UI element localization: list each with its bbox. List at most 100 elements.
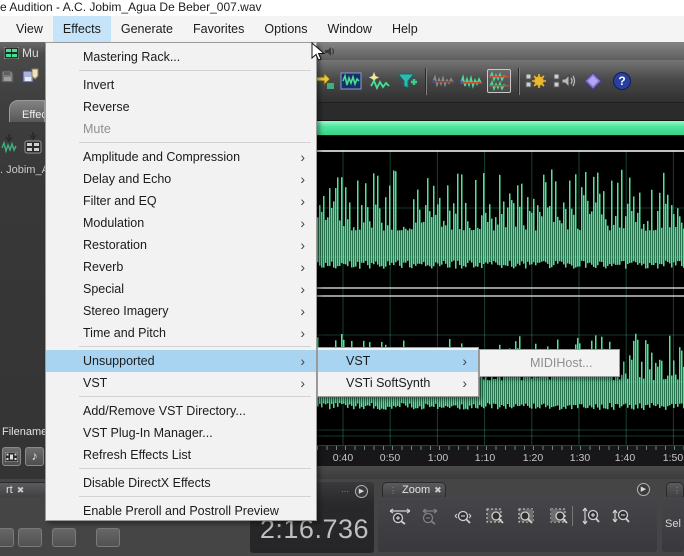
- filename-column-header[interactable]: Filename: [2, 426, 48, 438]
- submenu-item-vsti-softsynth[interactable]: VSTi SoftSynth ›: [318, 372, 478, 394]
- window-titlebar: e Audition - A.C. Jobim_Agua De Beber_00…: [0, 0, 684, 16]
- spectral-view-icon[interactable]: [431, 69, 455, 93]
- show-video-files-button[interactable]: [2, 447, 21, 466]
- menu-separator: [46, 344, 316, 350]
- panel-menu-button[interactable]: ▶: [355, 485, 368, 498]
- zoom-selection-right-button[interactable]: [546, 504, 573, 527]
- selection-view-panel: Sel: [662, 496, 684, 552]
- menu-item-filter-and-eq[interactable]: Filter and EQ ›: [46, 190, 316, 212]
- zoom-in-vertical-button[interactable]: [577, 504, 604, 527]
- ruler-label: 1:00: [427, 452, 449, 464]
- filter-effects-icon[interactable]: [395, 69, 419, 93]
- zoom-panel-menu-button[interactable]: ▶: [637, 483, 650, 496]
- menubar-item-window[interactable]: Window: [327, 22, 372, 36]
- audio-hardware-icon[interactable]: [552, 69, 576, 93]
- ruler-label: 1:30: [569, 452, 591, 464]
- unsupported-submenu: VST › VSTi SoftSynth ›: [317, 347, 479, 397]
- organizer-icon[interactable]: [581, 69, 605, 93]
- multitrack-label[interactable]: Mu: [22, 46, 39, 60]
- zoom-selection-left-button[interactable]: [514, 504, 541, 527]
- zoom-in-horizontal-button[interactable]: [386, 504, 413, 527]
- transport-stop-button[interactable]: [0, 528, 14, 547]
- ruler-minor-ticks: [317, 446, 684, 450]
- ruler-label: 0:40: [332, 452, 354, 464]
- menu-item-unsupported[interactable]: Unsupported ›: [46, 350, 316, 372]
- save-icon[interactable]: [1, 70, 14, 88]
- tab-grip: ⋮: [673, 485, 682, 495]
- import-audio-icon[interactable]: [313, 69, 337, 93]
- menubar-item-help[interactable]: Help: [391, 22, 418, 36]
- selection-panel-label: Sel: [665, 518, 681, 530]
- zoom-out-full-button[interactable]: [450, 504, 477, 527]
- transport-rewind-button[interactable]: [96, 528, 120, 547]
- transport-tab-label: rt: [6, 484, 13, 496]
- effects-menu: Mastering Rack... Invert Reverse Mute Am…: [45, 42, 317, 521]
- menubar-item-favorites[interactable]: Favorites: [192, 22, 245, 36]
- menu-item-delay-and-echo[interactable]: Delay and Echo ›: [46, 168, 316, 190]
- menu-separator: [46, 68, 316, 74]
- transport-play-button[interactable]: [18, 528, 42, 547]
- submenu-arrow-icon: ›: [300, 281, 305, 297]
- selection-panel-tab[interactable]: ⋮: [666, 482, 684, 497]
- menu-item-amplitude-and-compression[interactable]: Amplitude and Compression ›: [46, 146, 316, 168]
- menu-item-vst-plugin-manager[interactable]: VST Plug-In Manager...: [83, 426, 213, 440]
- menu-item-refresh-effects-list[interactable]: Refresh Effects List: [83, 448, 192, 462]
- menu-item-mute[interactable]: Mute: [83, 122, 111, 136]
- insert-multitrack-icon[interactable]: [24, 132, 42, 161]
- help-icon[interactable]: ?: [610, 69, 634, 93]
- menu-item-reverse[interactable]: Reverse: [83, 100, 130, 114]
- ruler-label: 1:40: [614, 452, 636, 464]
- show-audio-files-button[interactable]: ♪: [25, 447, 44, 466]
- left-dock: Mu Effect . Jobim_A Filename ♪: [0, 42, 49, 479]
- menubar-item-generate[interactable]: Generate: [120, 22, 173, 36]
- menu-item-stereo-imagery[interactable]: Stereo Imagery ›: [46, 300, 316, 322]
- submenu-arrow-icon: ›: [300, 215, 305, 231]
- menu-item-modulation[interactable]: Modulation ›: [46, 212, 316, 234]
- tab-grip: ⋮: [0, 486, 2, 495]
- zoom-panel: [378, 496, 657, 552]
- submenu-item-midihost[interactable]: MIDIHost...: [530, 356, 593, 370]
- zoom-out-vertical-button[interactable]: [607, 504, 634, 527]
- window-title: e Audition - A.C. Jobim_Agua De Beber_00…: [0, 0, 262, 14]
- edit-waveform-icon[interactable]: [339, 69, 363, 93]
- settings-gear-icon[interactable]: [524, 69, 548, 93]
- menu-item-mastering-rack[interactable]: Mastering Rack...: [83, 50, 181, 64]
- zoom-out-horizontal-button[interactable]: [416, 504, 443, 527]
- panel-grip: …: [341, 485, 350, 494]
- zoom-to-selection-button[interactable]: [482, 504, 509, 527]
- insert-wave-icon[interactable]: [1, 134, 18, 161]
- waveform-view-icon[interactable]: [459, 69, 483, 93]
- ruler-label: 0:50: [379, 452, 401, 464]
- bottom-dock: ⋮ rt ✖ … ▶ 2:16.736 ⋮ Zoom ✖ ▶: [0, 479, 684, 556]
- submenu-arrow-icon: ›: [300, 193, 305, 209]
- menu-item-add-remove-vst-directory[interactable]: Add/Remove VST Directory...: [83, 404, 246, 418]
- mouse-cursor-icon: [310, 41, 336, 71]
- menubar-item-options[interactable]: Options: [264, 22, 308, 36]
- menu-item-restoration[interactable]: Restoration ›: [46, 234, 316, 256]
- toolbar-separator: [518, 68, 520, 95]
- menu-item-vst[interactable]: VST ›: [46, 372, 316, 394]
- multitrack-icon[interactable]: [3, 46, 20, 64]
- menu-item-reverb[interactable]: Reverb ›: [46, 256, 316, 278]
- file-list-item[interactable]: . Jobim_A: [0, 164, 49, 176]
- multichannel-view-icon[interactable]: [487, 69, 511, 93]
- close-icon[interactable]: ✖: [434, 484, 442, 495]
- effects-tab[interactable]: Effect: [9, 100, 45, 122]
- menubar-item-view[interactable]: View: [16, 22, 43, 36]
- menu-item-invert[interactable]: Invert: [83, 78, 115, 92]
- ruler-label: 1:10: [474, 452, 496, 464]
- menu-separator: [46, 140, 316, 146]
- menu-item-disable-directx-effects[interactable]: Disable DirectX Effects: [83, 476, 211, 490]
- menu-item-special[interactable]: Special ›: [46, 278, 316, 300]
- close-icon[interactable]: ✖: [16, 484, 25, 495]
- menu-item-enable-preroll-postroll-preview[interactable]: Enable Preroll and Postroll Preview: [83, 504, 279, 518]
- menubar-item-effects[interactable]: Effects: [52, 16, 111, 42]
- submenu-item-vst[interactable]: VST ›: [318, 350, 478, 372]
- save-as-icon[interactable]: [22, 68, 40, 89]
- menu-item-time-and-pitch[interactable]: Time and Pitch ›: [46, 322, 316, 344]
- vst-submenu: MIDIHost...: [479, 349, 620, 377]
- zoom-tab-label: Zoom: [402, 484, 431, 496]
- zoom-panel-tab[interactable]: ⋮ Zoom ✖: [382, 482, 446, 497]
- new-waveform-icon[interactable]: [367, 69, 391, 93]
- transport-pause-button[interactable]: [52, 528, 76, 547]
